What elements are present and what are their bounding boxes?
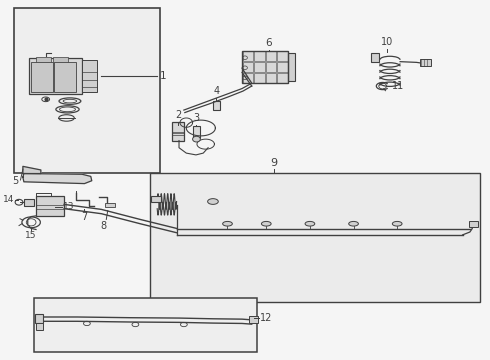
Text: 12: 12 (260, 313, 272, 323)
Bar (36, 196, 64, 216)
Bar (150, 173, 480, 302)
Bar (53, 57, 68, 62)
Bar (254, 73, 265, 83)
Bar (34, 314, 43, 323)
Bar (242, 51, 288, 83)
Ellipse shape (222, 221, 232, 226)
Bar (31, 62, 53, 92)
Text: 4: 4 (213, 86, 220, 96)
Bar (277, 51, 288, 61)
Text: 10: 10 (381, 37, 393, 47)
Bar (14, 8, 160, 173)
Bar (36, 57, 50, 62)
Ellipse shape (262, 221, 271, 226)
Text: 11: 11 (392, 81, 405, 91)
Bar (266, 62, 276, 72)
Bar (266, 51, 276, 61)
Bar (33, 298, 257, 352)
Bar (277, 62, 288, 72)
Circle shape (193, 136, 200, 142)
Bar (54, 62, 76, 92)
Bar (420, 59, 431, 66)
Text: 6: 6 (266, 39, 272, 48)
Text: 2: 2 (175, 110, 181, 120)
Bar (266, 73, 276, 83)
Text: 14: 14 (3, 195, 14, 204)
Bar (172, 122, 184, 140)
Polygon shape (23, 174, 92, 184)
Text: 1: 1 (160, 71, 166, 81)
Bar (243, 62, 253, 72)
Text: 3: 3 (193, 113, 199, 123)
Bar (151, 196, 161, 202)
Bar (243, 73, 253, 83)
Bar (105, 203, 115, 207)
Text: 13: 13 (63, 202, 74, 211)
Text: 15: 15 (25, 231, 37, 240)
Bar (254, 62, 265, 72)
Ellipse shape (305, 221, 315, 226)
Text: 8: 8 (101, 221, 107, 230)
Ellipse shape (349, 221, 358, 226)
Bar (243, 51, 253, 61)
Bar (288, 53, 295, 81)
Bar (254, 51, 265, 61)
Bar (469, 221, 478, 227)
Bar (213, 101, 220, 110)
Text: 7: 7 (81, 212, 88, 222)
Bar (249, 316, 258, 323)
Polygon shape (23, 166, 41, 174)
Bar (24, 199, 33, 206)
Bar (277, 73, 288, 83)
Bar (371, 53, 379, 62)
Ellipse shape (392, 221, 402, 226)
Bar (35, 323, 43, 330)
Bar (29, 58, 82, 94)
Ellipse shape (208, 199, 218, 204)
Bar (193, 126, 200, 138)
Bar (82, 60, 97, 92)
Text: 5: 5 (12, 176, 18, 186)
Text: 9: 9 (270, 158, 277, 168)
